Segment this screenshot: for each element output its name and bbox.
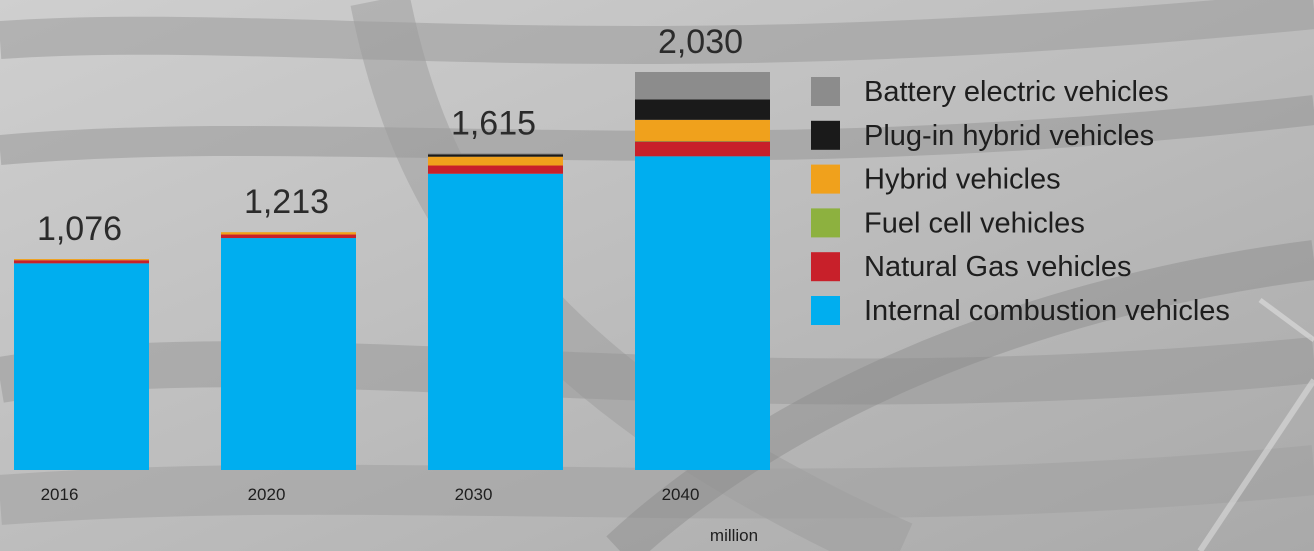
legend-swatch-fuel-cell-vehicles <box>811 208 840 238</box>
bar-plug-in-hybrid-vehicles-2030 <box>428 154 563 157</box>
total-labels-layer: 1,076 1,213 1,615 2,030 <box>37 23 743 248</box>
bar-natural-gas-vehicles-2040 <box>635 141 770 157</box>
bar-natural-gas-vehicles-2016 <box>14 260 149 264</box>
legend-swatch-internal-combustion-vehicles <box>811 296 840 325</box>
total-label-2040: 2,030 <box>658 23 743 61</box>
bar-hybrid-vehicles-2040 <box>635 119 770 142</box>
legend-swatch-battery-electric-vehicles <box>811 77 840 106</box>
legend-label-natural-gas-vehicles: Natural Gas vehicles <box>864 251 1132 283</box>
legend-label-plug-in-hybrid-vehicles: Plug-in hybrid vehicles <box>864 120 1154 152</box>
total-label-2020: 1,213 <box>244 183 329 221</box>
bar-internal-combustion-vehicles-2020 <box>221 238 356 470</box>
bar-internal-combustion-vehicles-2016 <box>14 263 149 470</box>
legend: Battery electric vehicles Plug-in hybrid … <box>811 76 1230 327</box>
bar-fuel-cell-vehicles-2040 <box>635 141 770 142</box>
bars-layer <box>14 72 770 470</box>
legend-label-fuel-cell-vehicles: Fuel cell vehicles <box>864 207 1085 239</box>
x-tick-labels-layer: 2016 2020 2030 2040 <box>41 485 700 504</box>
bar-hybrid-vehicles-2016 <box>14 259 149 261</box>
bar-natural-gas-vehicles-2030 <box>428 165 563 174</box>
legend-swatch-natural-gas-vehicles <box>811 252 840 282</box>
bar-internal-combustion-vehicles-2040 <box>635 156 770 470</box>
unit-label: million <box>710 526 758 545</box>
bar-plug-in-hybrid-vehicles-2040 <box>635 99 770 120</box>
legend-swatch-plug-in-hybrid-vehicles <box>811 120 840 150</box>
legend-label-hybrid-vehicles: Hybrid vehicles <box>864 164 1061 196</box>
bar-battery-electric-vehicles-2030 <box>428 153 563 155</box>
x-tick-label-2030: 2030 <box>455 485 493 504</box>
bar-internal-combustion-vehicles-2030 <box>428 173 563 470</box>
legend-label-battery-electric-vehicles: Battery electric vehicles <box>864 76 1169 108</box>
x-tick-label-2020: 2020 <box>248 485 286 504</box>
bar-battery-electric-vehicles-2040 <box>635 72 770 100</box>
bar-hybrid-vehicles-2020 <box>221 232 356 235</box>
bar-hybrid-vehicles-2030 <box>428 156 563 166</box>
x-tick-label-2040: 2040 <box>662 485 700 504</box>
total-label-2016: 1,076 <box>37 210 122 248</box>
legend-label-internal-combustion-vehicles: Internal combustion vehicles <box>864 295 1230 327</box>
legend-swatch-hybrid-vehicles <box>811 164 840 194</box>
x-tick-label-2016: 2016 <box>41 485 79 504</box>
bar-natural-gas-vehicles-2020 <box>221 234 356 239</box>
total-label-2030: 1,615 <box>451 104 536 142</box>
